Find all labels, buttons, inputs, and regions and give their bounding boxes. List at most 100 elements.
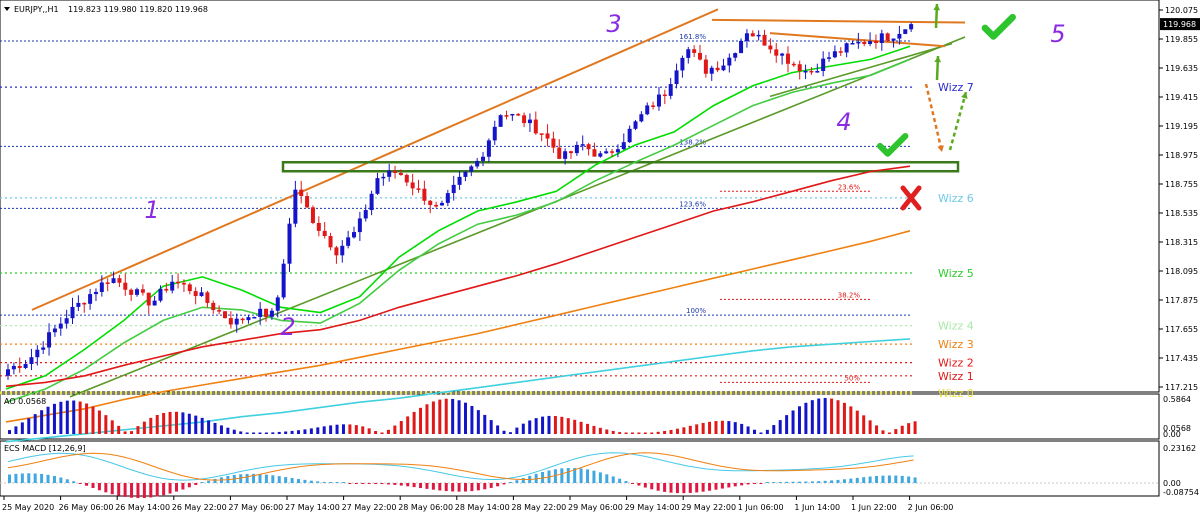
candle-body [152,300,157,306]
macd-bar [669,483,673,493]
candle-body [375,178,380,194]
candle-body [639,114,644,122]
ao-bar [528,420,532,434]
candle-body [346,237,351,246]
ao-bar [759,432,763,434]
candle-body [533,119,538,134]
macd-bar [586,469,590,483]
candle-body [398,172,403,175]
ao-bar [566,418,570,434]
candle-body [645,105,650,115]
candle-body [768,45,773,50]
current-price-marker [1160,18,1200,31]
candle-body [410,182,415,189]
ao-bar [85,403,89,434]
candle-body [592,149,597,157]
candle-body [498,115,503,127]
ao-bar [476,410,480,434]
candle-body [340,245,345,256]
symbol-dropdown-icon[interactable] [4,7,10,11]
ao-bar [399,421,403,434]
ao-bar [669,429,673,434]
macd-bar [162,483,166,496]
main-panel-frame [0,0,1160,393]
ao-bar [181,412,185,434]
ao-scale-bottom: 0.00 [1163,430,1181,439]
candle-body [832,51,837,58]
macd-bar [470,483,474,492]
candle-body [844,43,849,53]
macd-bar [91,483,95,489]
trendline-wedge [769,42,953,98]
macd-bar [688,483,692,493]
candle-body [228,318,233,325]
candle-body [416,188,421,190]
annotations: 1 2 3 4 5 [144,3,1066,341]
ao-bar [309,428,313,434]
up-arrow-icon-head [933,4,941,11]
macd-bar [40,473,44,483]
ao-bar [252,432,256,434]
macd-bar [322,481,326,483]
candle-body [891,38,896,41]
candle-body [873,41,878,43]
ao-bar [663,430,667,434]
x-tick-label: 1 Jun 14:00 [794,503,840,512]
moving-average-line [5,45,911,390]
ao-bar [830,398,834,434]
up-arrow-icon-head [961,92,968,99]
ao-bar [451,398,455,434]
candle-body [568,151,573,154]
macd-bar [753,483,757,484]
candle-body [439,202,444,206]
macd-bar [663,483,667,492]
candle-body [563,151,568,159]
candle-body [281,263,286,298]
macd-bar [194,483,198,486]
candle-body [791,63,796,66]
ao-bar [836,400,840,434]
candle-body [574,144,579,154]
ao-bar [508,432,512,434]
up-arrow-icon-head [934,56,942,63]
macd-bar [521,478,525,483]
ao-bar [534,418,538,434]
macd-bar [425,483,429,489]
ao-bar [823,398,827,434]
macd-bar [913,477,917,483]
ao-bar [765,429,769,434]
candle-body [287,223,292,264]
ao-bar [483,414,487,434]
ao-bar [650,432,654,434]
ao-bar [521,423,525,434]
macd-bar [155,483,159,497]
ao-bar [688,425,692,434]
ao-bar [727,421,731,434]
macd-bar [508,482,512,483]
candle-body [903,29,908,34]
x-tick-label: 25 May 2020 [2,503,54,512]
candle-body [129,289,134,295]
ao-bar [136,426,140,434]
candle-body [557,147,562,159]
trendlines [31,8,966,398]
candle-body [580,144,585,146]
x-tick-label: 27 May 14:00 [285,503,340,512]
candle-body [850,43,855,45]
ao-bar [155,414,159,434]
x-tick-label: 28 May 14:00 [455,503,510,512]
ao-bar [207,420,211,434]
macd-bar [797,481,801,483]
candle-body [17,365,22,368]
ao-bar [348,424,352,434]
candle-body [422,188,427,201]
macd-bar [457,483,461,492]
ao-bar [123,431,127,434]
candle-body [381,176,386,179]
macd-bar [727,483,731,488]
candle-body [627,128,632,143]
candle-body [662,94,667,97]
ao-bar [194,415,198,434]
check-icon [981,13,1016,40]
x-tick-label: 26 May 22:00 [172,503,227,512]
